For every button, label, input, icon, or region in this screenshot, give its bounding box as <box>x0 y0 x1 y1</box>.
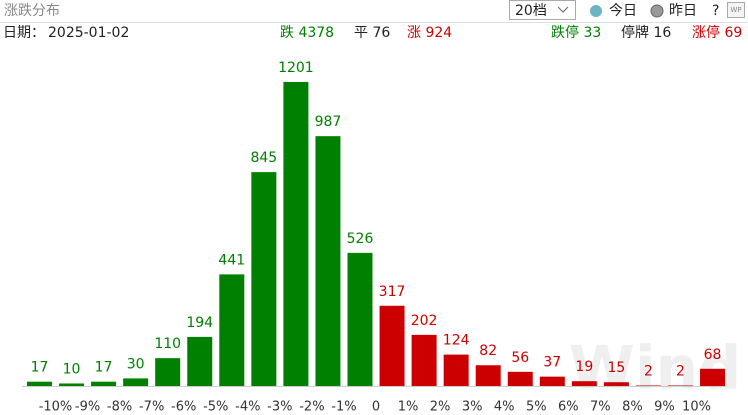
title: 涨跌分布 <box>4 3 60 19</box>
x-tick-label: 8% <box>622 400 643 415</box>
value-label: 845 <box>250 150 277 166</box>
bar <box>443 354 469 386</box>
bar <box>507 371 533 386</box>
today-label: 今日 <box>609 3 637 19</box>
value-label: 124 <box>443 333 470 349</box>
x-tick-label: -7% <box>139 400 164 415</box>
x-tick-label: -8% <box>107 400 132 415</box>
value-label: 194 <box>186 315 213 331</box>
x-tick-label: -2% <box>299 400 324 415</box>
today-radio[interactable] <box>590 5 602 17</box>
value-label: 37 <box>543 355 561 371</box>
watermark: Wind <box>569 334 741 404</box>
bar <box>251 172 277 386</box>
bar <box>539 376 565 386</box>
value-label: 987 <box>315 114 342 130</box>
bar <box>283 82 309 386</box>
value-label: 441 <box>218 252 245 268</box>
levels-label: 20档 <box>515 3 547 19</box>
x-tick-label: 4% <box>494 400 515 415</box>
suspended: 停牌 16 <box>621 24 671 41</box>
bar <box>315 136 341 386</box>
value-label: 526 <box>347 231 374 247</box>
dropdown-arrow <box>557 6 569 13</box>
value-label: 1201 <box>278 60 314 76</box>
bar <box>411 334 437 386</box>
value-label: 202 <box>411 313 438 329</box>
bar <box>603 382 629 386</box>
value-label: 15 <box>607 360 625 376</box>
x-tick-label: -10% <box>39 400 73 415</box>
bar <box>123 378 149 386</box>
bar <box>347 252 373 386</box>
yesterday-radio[interactable] <box>650 4 664 18</box>
bar <box>635 385 661 386</box>
value-label: 56 <box>511 350 529 366</box>
bar <box>379 305 405 386</box>
value-label: 2 <box>676 363 685 379</box>
value-label: 19 <box>575 359 593 375</box>
limit-down: 跌停 33 <box>551 24 601 41</box>
date-label: 日期： <box>3 25 45 41</box>
value-label: 17 <box>31 360 49 376</box>
x-tick-label: 0 <box>372 400 380 415</box>
value-label: 17 <box>95 360 113 376</box>
limit-up: 涨停 69 <box>692 24 742 41</box>
x-tick-label: 9% <box>654 400 675 415</box>
yesterday-label: 昨日 <box>669 3 697 19</box>
icon-box[interactable] <box>727 2 745 18</box>
x-tick-label: 7% <box>590 400 611 415</box>
down-count: 跌 4378 <box>280 25 334 41</box>
bar <box>700 368 726 386</box>
bar <box>27 381 52 386</box>
x-tick-label: -4% <box>235 400 260 415</box>
bar <box>91 381 117 386</box>
value-label: 110 <box>154 336 181 352</box>
x-tick-label: 6% <box>558 400 579 415</box>
bar <box>668 385 693 386</box>
x-tick-label: 2% <box>430 400 451 415</box>
levels-select[interactable] <box>509 0 576 20</box>
x-tick-label: 5% <box>526 400 547 415</box>
value-label: 30 <box>127 356 145 372</box>
value-label: 317 <box>379 284 406 300</box>
x-tick-label: 1% <box>398 400 419 415</box>
x-tick-label: -3% <box>267 400 292 415</box>
value-label: 10 <box>63 361 81 377</box>
value-label: 68 <box>704 347 722 363</box>
bar <box>475 365 501 386</box>
bar <box>59 383 85 386</box>
flat-count: 平 76 <box>354 25 390 41</box>
bar <box>571 381 597 386</box>
x-tick-label: -6% <box>171 400 196 415</box>
value-label: 2 <box>644 363 653 379</box>
up-count: 涨 924 <box>407 25 452 41</box>
help[interactable]: ? <box>712 3 719 19</box>
bar <box>187 336 213 386</box>
x-tick-label: 3% <box>462 400 483 415</box>
bar <box>155 358 181 386</box>
value-label: 82 <box>479 343 497 359</box>
x-tick-label: -9% <box>75 400 100 415</box>
x-tick-label: -5% <box>203 400 228 415</box>
date: 2025-01-02 <box>48 25 129 41</box>
x-tick-label: 10% <box>682 400 711 415</box>
icon: WP <box>730 6 741 14</box>
bar <box>219 274 245 386</box>
x-tick-label: -1% <box>331 400 356 415</box>
